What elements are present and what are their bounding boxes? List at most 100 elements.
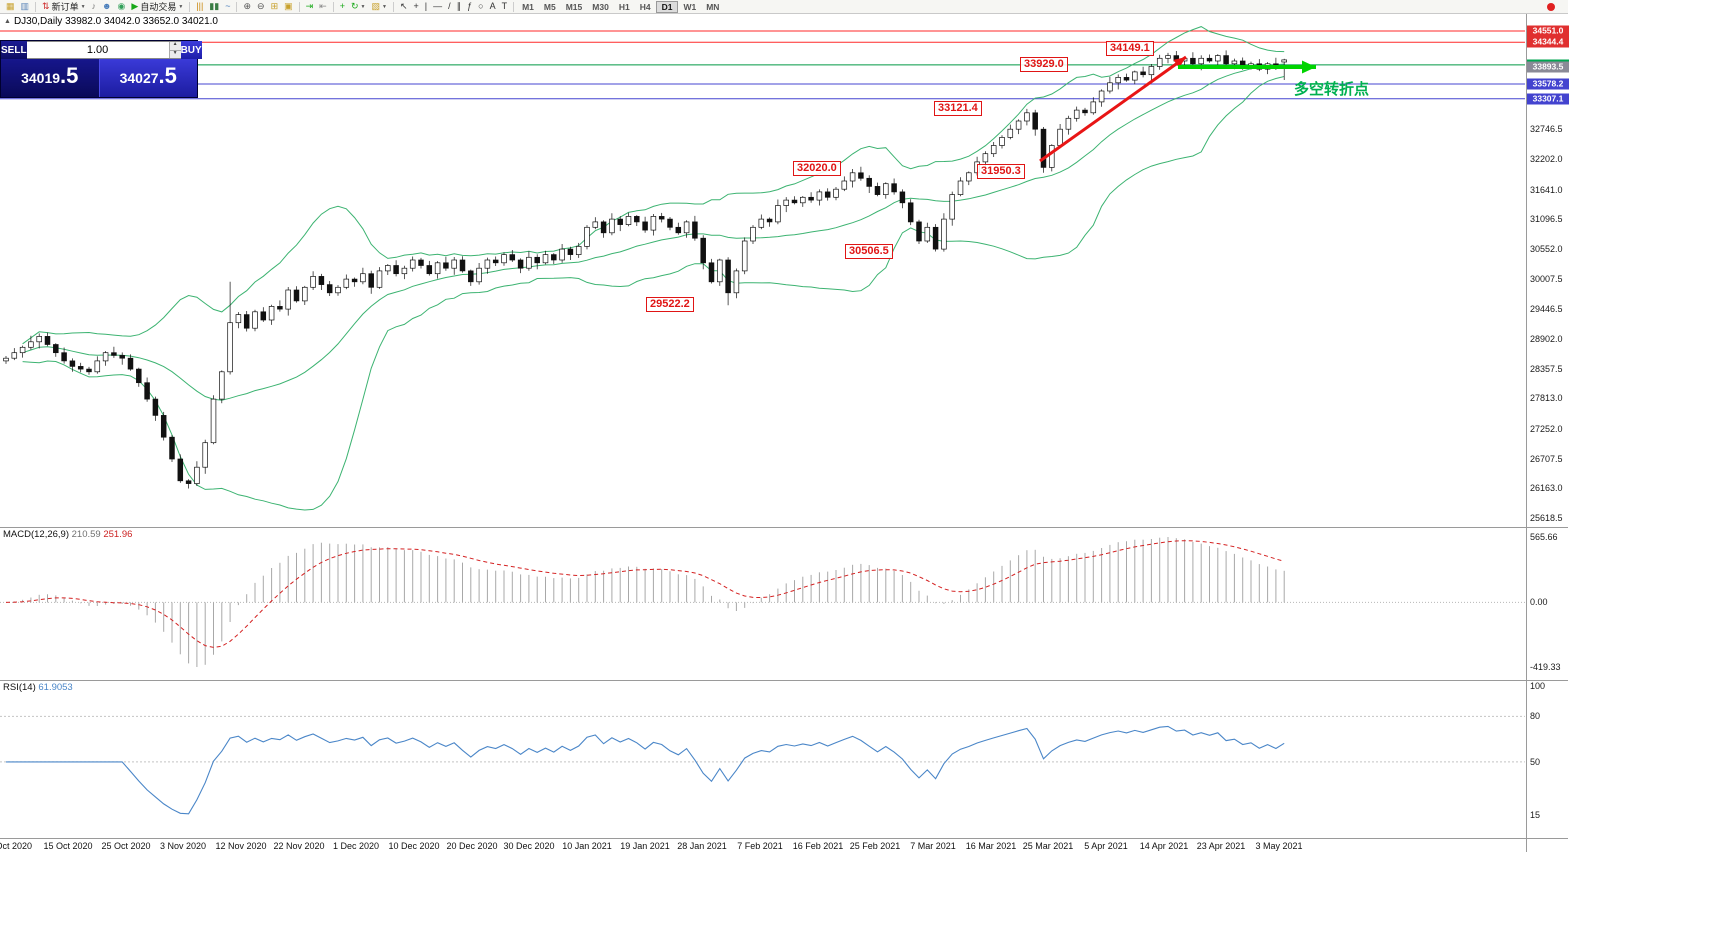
chart-shift-button[interactable]: ⇤ (316, 1, 330, 13)
lot-size-field: ▲ ▼ (26, 41, 181, 59)
lot-input[interactable] (26, 42, 169, 58)
sell-price[interactable]: 34019.5 (1, 59, 99, 97)
macd-name: MACD(12,26,9) (3, 529, 69, 540)
sell-button[interactable]: SELL (1, 41, 27, 59)
price-scale-label: 30007.5 (1530, 273, 1563, 284)
price-scale-label: 28357.5 (1530, 363, 1563, 374)
price-scale-label: 28902.0 (1530, 334, 1563, 344)
indicators-icon: + (339, 1, 345, 11)
new-order-button[interactable]: ⇅ 新订单 ▼ (39, 1, 89, 13)
text-label-button[interactable]: T (499, 1, 511, 13)
macd-indicator-canvas[interactable] (0, 527, 1525, 680)
periods-button[interactable]: ↻ ▼ (348, 1, 369, 13)
price-annotation-label[interactable]: 29522.2 (646, 297, 694, 312)
timeframe-m15-button[interactable]: M15 (565, 1, 583, 12)
one-click-trading-panel: SELL ▲ ▼ BUY 34019.5 34027.5 (0, 40, 202, 98)
date-label: 16 Feb 2021 (792, 841, 844, 851)
lot-stepper: ▲ ▼ (168, 42, 181, 58)
community-button[interactable]: ◉ (115, 1, 129, 13)
price-scale-label: 26707.5 (1530, 453, 1563, 464)
price-annotation-label[interactable]: 34149.1 (1106, 41, 1154, 56)
date-label: 10 Dec 2020 (388, 841, 440, 851)
sell-price-big-digits: .5 (60, 63, 79, 88)
date-label: 1 Dec 2020 (332, 841, 380, 851)
buy-button[interactable]: BUY (180, 41, 202, 59)
rsi-label: RSI(14) 61.9053 (3, 682, 73, 693)
tile-windows-icon: ⊞ (270, 1, 279, 11)
rsi-indicator-canvas[interactable] (0, 680, 1525, 838)
trend-annotations[interactable] (1039, 55, 1316, 163)
zoom-in-button[interactable]: ⊕ (240, 1, 254, 13)
indicators-button[interactable]: + (337, 1, 348, 13)
channel-icon: ∥ (456, 1, 462, 11)
timeframe-m1-button[interactable]: M1 (522, 1, 534, 12)
date-label: 28 Jan 2021 (677, 841, 727, 851)
chart-icon: ▲ (4, 18, 11, 25)
vertical-line-button[interactable]: | (422, 1, 430, 13)
zoom-out-button[interactable]: ⊖ (254, 1, 268, 13)
macd-scale-label: 565.66 (1530, 532, 1558, 542)
timeframe-w1-button[interactable]: W1 (683, 1, 697, 12)
date-label: 22 Nov 2020 (273, 841, 325, 851)
timeframe-d1-button[interactable]: D1 (655, 0, 679, 13)
timeframe-m30-button[interactable]: M30 (592, 1, 609, 12)
channel-button[interactable]: ∥ (454, 1, 465, 13)
contacts-button[interactable]: ☻ (99, 1, 114, 13)
autotrade-button[interactable]: ▶ 自动交易 ▼ (128, 1, 186, 13)
sound-button[interactable]: ♪ (89, 1, 100, 13)
new-chart-icon: ▦ (6, 1, 15, 11)
bar-chart-view-icon: ||| (196, 1, 204, 11)
line-chart-view-button[interactable]: ~ (222, 1, 233, 13)
tile-windows-button[interactable]: ⊞ (268, 1, 282, 13)
timeframe-h1-button[interactable]: H1 (618, 1, 630, 12)
caret-down-icon: ▼ (178, 3, 184, 10)
toolbar-divider (298, 1, 300, 12)
crosshair-button[interactable]: + (411, 1, 422, 13)
rsi-scale-label: 80 (1530, 711, 1541, 722)
record-dot-icon[interactable] (1547, 2, 1555, 11)
panel-separator-rsi[interactable] (0, 680, 1568, 681)
fibonacci-button[interactable]: ƒ (464, 1, 475, 13)
fibonacci-icon: ƒ (467, 1, 473, 11)
lot-increase-button[interactable]: ▲ (169, 42, 181, 50)
toolbar-divider (236, 1, 238, 12)
cascade-windows-button[interactable]: ▣ (281, 1, 296, 13)
lot-decrease-button[interactable]: ▼ (169, 49, 181, 58)
line-chart-view-icon: ~ (225, 1, 231, 11)
contacts-icon: ☻ (102, 1, 112, 11)
mt4-window: ▦ ▥ ⇅ 新订单 ▼ ♪ ☻ ◉ ▶ 自动交易 ▼ ||| ▮▮ ~ ⊕ ⊖ ⊞ ▣ ⇥ ⇤ + ↻ ▼ ▧ ▼ ↖ + | — / ∥ ƒ… (0, 0, 1569, 852)
profiles-button[interactable]: ▥ (18, 1, 33, 13)
candle-chart-view-button[interactable]: ▮▮ (206, 1, 222, 13)
cursor-button[interactable]: ↖ (397, 1, 411, 13)
timeframe-mn-button[interactable]: MN (706, 1, 720, 12)
price-scale-label: 25618.5 (1530, 513, 1563, 523)
price-tag: 34551.0 (1527, 25, 1569, 37)
date-label: 7 Mar 2021 (910, 841, 956, 851)
macd-label: MACD(12,26,9) 210.59 251.96 (3, 529, 132, 540)
date-label: 20 Dec 2020 (446, 841, 498, 851)
text-button[interactable]: A (487, 1, 499, 13)
price-scale-label: 30552.0 (1530, 244, 1563, 254)
price-annotation-label[interactable]: 32020.0 (793, 161, 841, 176)
ellipse-button[interactable]: ○ (475, 1, 486, 13)
macd-signal-line (5, 540, 1285, 648)
new-chart-button[interactable]: ▦ (3, 1, 18, 13)
price-annotation-label[interactable]: 30506.5 (845, 244, 893, 259)
timeframe-h4-button[interactable]: H4 (639, 1, 651, 12)
uptrend-arrow[interactable] (1039, 55, 1187, 163)
horizontal-level-lines[interactable] (0, 30, 1525, 100)
panel-separator-macd[interactable] (0, 527, 1568, 528)
buy-price[interactable]: 34027.5 (98, 59, 197, 97)
auto-scroll-button[interactable]: ⇥ (303, 1, 317, 13)
panel-separator-timeaxis[interactable] (0, 838, 1568, 839)
bar-chart-view-button[interactable]: ||| (193, 1, 206, 13)
horizontal-line-button[interactable]: — (430, 1, 445, 13)
price-annotation-label[interactable]: 33929.0 (1020, 57, 1068, 72)
timeframe-m5-button[interactable]: M5 (543, 1, 556, 12)
templates-button[interactable]: ▧ ▼ (368, 1, 389, 13)
price-annotation-label[interactable]: 31950.3 (977, 164, 1025, 179)
date-label: 19 Jan 2021 (620, 841, 670, 851)
main-chart-canvas[interactable] (0, 14, 1525, 527)
trendline-button[interactable]: / (445, 1, 454, 13)
price-annotation-label[interactable]: 33121.4 (934, 101, 982, 116)
